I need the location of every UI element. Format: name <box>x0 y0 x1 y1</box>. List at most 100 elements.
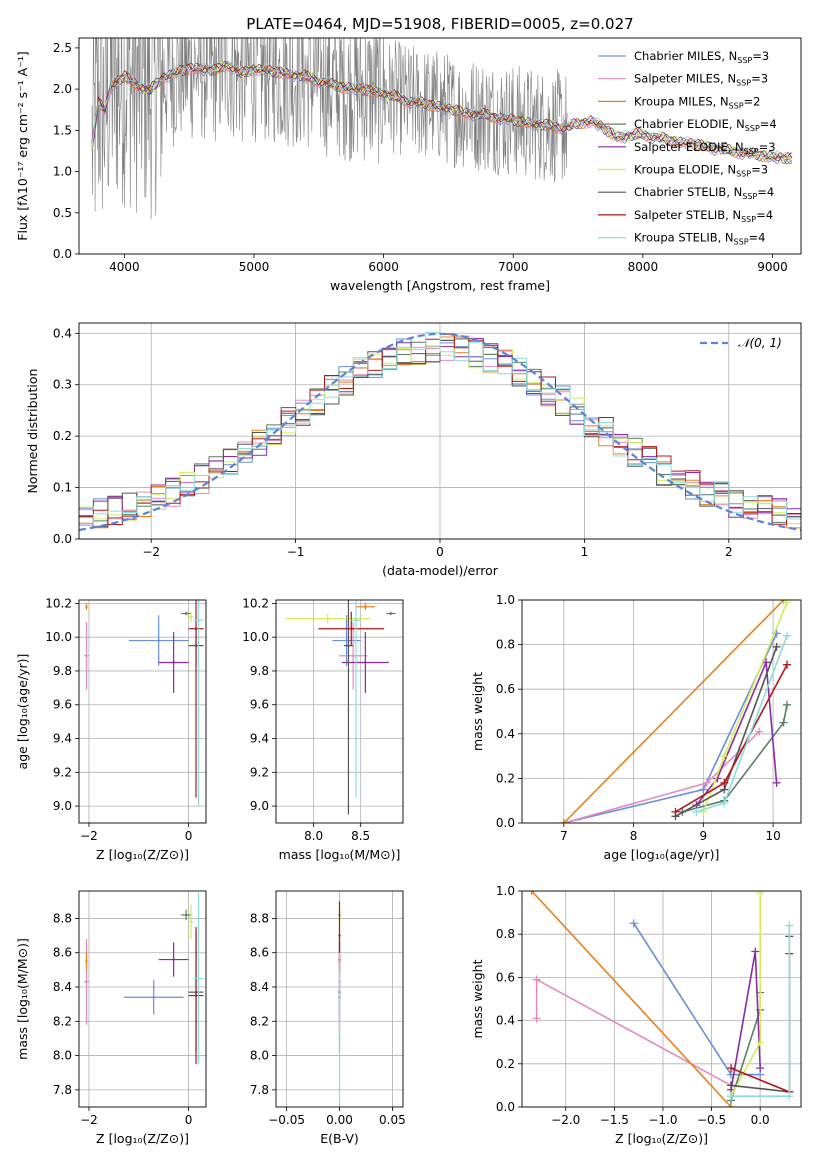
series-marker <box>532 975 541 984</box>
y-tick-label: 8.6 <box>250 946 269 960</box>
observed-spectrum <box>91 38 568 220</box>
series-marker <box>720 798 729 807</box>
series-marker <box>727 1064 736 1073</box>
axes-frame <box>78 890 207 1108</box>
y-tick-label: 0.0 <box>496 816 515 830</box>
y-tick-label: 9.4 <box>250 732 269 746</box>
plot-area <box>83 892 204 1065</box>
axes-massweight_vs_age: 7 8 9 10 0.0 0.2 0.4 0.6 0.8 1.0 age [log₁₀(age/yr… <box>470 593 802 862</box>
x-tick-label: 2 <box>725 545 733 559</box>
axes-frame <box>275 890 404 1108</box>
legend: 𝒩(0, 1) <box>700 336 782 350</box>
x-axis-label: Z [log₁₀(Z/Z⊙)] <box>96 1131 189 1146</box>
y-tick-label: 9.8 <box>250 664 269 678</box>
y-tick-label: 0.0 <box>53 532 72 546</box>
y-tick-label: 8.6 <box>53 946 72 960</box>
data-point <box>172 661 175 664</box>
x-tick-label: −2 <box>142 545 160 559</box>
y-tick-label: 0.8 <box>496 638 515 652</box>
data-point <box>338 934 341 937</box>
data-point <box>389 612 392 615</box>
series-marker <box>779 718 788 727</box>
data-point <box>347 644 350 647</box>
data-point <box>338 1037 341 1040</box>
series-marker <box>702 778 711 787</box>
y-tick-label: 0.4 <box>496 1014 515 1028</box>
data-point <box>194 994 198 997</box>
series-line-5 <box>695 662 778 806</box>
legend-entry: Chabrier MILES, NSSP=3 <box>634 49 769 65</box>
y-tick-label: 2.0 <box>53 82 72 96</box>
y-tick-label: 0.3 <box>53 378 72 392</box>
plot-area <box>79 331 801 532</box>
y-tick-label: 8.4 <box>250 980 269 994</box>
series-marker <box>751 947 760 956</box>
axes-frame <box>521 890 802 1108</box>
series-line-1 <box>563 633 778 823</box>
legend-entry: Chabrier STELIB, NSSP=4 <box>634 185 774 201</box>
legend-entry: Salpeter MILES, NSSP=3 <box>634 72 768 88</box>
y-tick-label: 8.8 <box>53 911 72 925</box>
y-tick-label: 9.2 <box>53 765 72 779</box>
x-tick-label: 9000 <box>757 260 788 274</box>
series-marker <box>756 1064 765 1073</box>
data-point <box>189 615 193 619</box>
data-point <box>85 960 88 963</box>
series-marker <box>785 1092 794 1101</box>
x-tick-label: −0.05 <box>268 1113 305 1127</box>
y-axis-label: Flux [fλ10⁻¹⁷ erg cm⁻² s⁻¹ A⁻¹] <box>15 51 30 240</box>
y-tick-label: 9.6 <box>53 698 72 712</box>
y-tick-label: 0.4 <box>53 326 72 340</box>
y-tick-label: 0.2 <box>53 429 72 443</box>
series-marker <box>727 1092 736 1101</box>
grid <box>276 600 403 823</box>
x-tick-label: 7 <box>560 829 568 843</box>
axes-residual_hist: −2 −1 0 1 2 0.0 0.1 0.2 0.3 0.4 (data-model)/error… <box>25 322 802 578</box>
y-tick-label: 1.0 <box>53 165 72 179</box>
y-tick-label: 0.1 <box>53 481 72 495</box>
series-marker <box>720 752 729 761</box>
data-point <box>157 639 160 642</box>
data-point <box>194 627 198 630</box>
axes-massweight_vs_Z: −2.0 −1.5 −1.0 −0.5 0.0 0.0 0.2 0.4 0.6 0.8 1.0 Z [… <box>470 884 802 1146</box>
x-axis-label: Z [log₁₀(Z/Z⊙)] <box>615 1131 708 1146</box>
data-point <box>345 639 348 642</box>
x-tick-label: 5000 <box>239 260 270 274</box>
series-line-6 <box>702 601 788 813</box>
x-axis-label: (data-model)/error <box>382 563 499 578</box>
y-tick-label: 10.0 <box>45 630 72 644</box>
model-spectrum-2 <box>91 66 793 164</box>
series-marker <box>772 778 781 787</box>
y-tick-label: 0.6 <box>496 682 515 696</box>
series-marker <box>756 891 765 898</box>
axes-frame <box>78 322 802 540</box>
x-tick-label: −1 <box>287 545 305 559</box>
y-tick-label: 8.0 <box>53 1049 72 1063</box>
y-tick-label: 8.8 <box>250 911 269 925</box>
axes-age_vs_mass: 8.0 8.5 9.0 9.2 9.4 9.6 9.8 10.0 10.2 mass [log₁₀… <box>242 596 404 862</box>
y-tick-label: 8.4 <box>53 980 72 994</box>
y-tick-label: 10.0 <box>242 630 269 644</box>
y-axis-label: mass [log₁₀(M/M⊙)] <box>15 938 30 1060</box>
series-marker <box>785 921 794 930</box>
series-marker <box>762 658 771 667</box>
x-tick-label: 8000 <box>628 260 659 274</box>
plot-area <box>338 901 341 1107</box>
grid <box>79 600 206 823</box>
model-spectrum-7 <box>91 62 792 162</box>
legend-entry: Chabrier ELODIE, NSSP=4 <box>634 117 777 133</box>
y-tick-label: 0.5 <box>53 206 72 220</box>
y-tick-label: 8.2 <box>53 1014 72 1028</box>
legend: Chabrier MILES, NSSP=3 Salpeter MILES, NS… <box>598 49 777 247</box>
data-point <box>172 958 175 961</box>
x-tick-label: 0 <box>185 829 193 843</box>
x-tick-label: 1 <box>581 545 589 559</box>
grid <box>79 891 206 1107</box>
x-tick-label: 6000 <box>368 260 399 274</box>
y-tick-label: 10.2 <box>45 596 72 610</box>
series-line-1 <box>633 922 761 1076</box>
series-marker <box>720 778 729 787</box>
y-tick-label: 9.2 <box>250 765 269 779</box>
x-tick-label: 8.5 <box>351 829 370 843</box>
x-axis-label: mass [log₁₀(M/M⊙)] <box>279 847 401 862</box>
